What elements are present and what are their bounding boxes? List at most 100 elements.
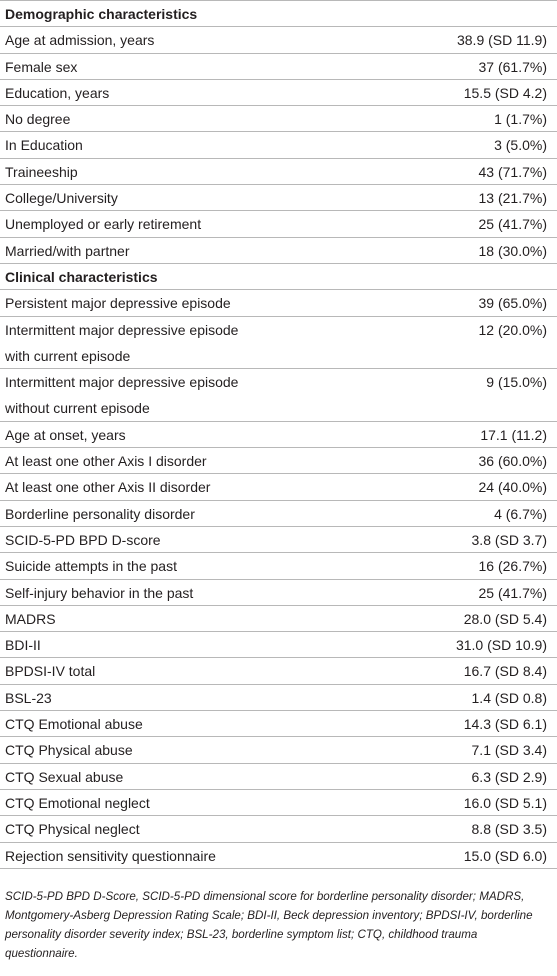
- row-label-line: Traineeship: [5, 163, 78, 180]
- row-label-line: Female sex: [5, 58, 78, 75]
- row-label: Intermittent major depressive episode wit…: [5, 369, 238, 422]
- row-label-line: CTQ Sexual abuse: [5, 768, 124, 785]
- row-value: 24 (40.0%): [478, 479, 547, 496]
- row-label: At least one other Axis I disorder: [5, 453, 207, 469]
- row-label: Education, years: [5, 85, 109, 101]
- table-row: CTQ Emotional abuse 14.3 (SD 6.1): [0, 711, 557, 738]
- row-value: 7.1 (SD 3.4): [471, 742, 547, 759]
- table-row: CTQ Physical abuse 7.1 (SD 3.4): [0, 737, 557, 764]
- row-value: 28.0 (SD 5.4): [463, 610, 547, 627]
- table-row: Education, years 15.5 (SD 4.2): [0, 80, 557, 107]
- row-label: No degree: [5, 111, 70, 127]
- table-row: Persistent major depressive episode 39 (6…: [0, 290, 557, 317]
- row-label-line: Age at admission, years: [5, 32, 155, 49]
- table-row: BPDSI-IV total 16.7 (SD 8.4): [0, 658, 557, 685]
- row-label: CTQ Sexual abuse: [5, 769, 123, 785]
- table-row: At least one other Axis II disorder 24 (4…: [0, 474, 557, 501]
- table-row: Suicide attempts in the past 16 (26.7%): [0, 553, 557, 580]
- row-label: SCID-5-PD BPD D-score: [5, 532, 161, 548]
- row-value: 3 (5.0%): [494, 137, 547, 154]
- table-row: BDI-II 31.0 (SD 10.9): [0, 632, 557, 659]
- row-value: 18 (30.0%): [478, 242, 547, 259]
- row-label-line: CTQ Emotional neglect: [5, 794, 150, 811]
- row-label-line: Married/with partner: [5, 242, 130, 259]
- table-row: Married/with partner 18 (30.0%): [0, 238, 557, 264]
- row-label: BSL-23: [5, 690, 52, 706]
- table-row: CTQ Sexual abuse 6.3 (SD 2.9): [0, 764, 557, 790]
- row-value: 8.8 (SD 3.5): [471, 821, 547, 838]
- row-label: MADRS: [5, 611, 56, 627]
- table-row: Age at admission, years 38.9 (SD 11.9): [0, 27, 557, 54]
- table-row: Female sex 37 (61.7%): [0, 54, 557, 80]
- section-title: Demographic characteristics: [5, 6, 198, 22]
- row-label-line: Self-injury behavior in the past: [5, 584, 194, 601]
- row-label-line: Persistent major depressive episode: [5, 295, 231, 312]
- row-label-line: Borderline personality disorder: [5, 505, 195, 522]
- row-value: 16 (26.7%): [478, 558, 547, 575]
- table-row: In Education 3 (5.0%): [0, 132, 557, 159]
- row-label-line: BSL-23: [5, 689, 52, 706]
- table-row: Unemployed or early retirement 25 (41.7%): [0, 211, 557, 238]
- row-label: Unemployed or early retirement: [5, 216, 201, 232]
- table-row: Intermittent major depressive episode wit…: [0, 317, 557, 370]
- table-footnote: SCID-5-PD BPD D-Score, SCID-5-PD dimensi…: [5, 890, 533, 960]
- row-value: 1.4 (SD 0.8): [471, 689, 547, 706]
- table-row: BSL-23 1.4 (SD 0.8): [0, 685, 557, 712]
- row-label: In Education: [5, 137, 83, 153]
- row-label-line: At least one other Axis II disorder: [5, 479, 211, 496]
- row-label: Persistent major depressive episode: [5, 295, 231, 311]
- row-label-line: No degree: [5, 111, 71, 128]
- row-label: CTQ Physical abuse: [5, 742, 133, 758]
- row-label: Traineeship: [5, 164, 78, 180]
- row-label: Female sex: [5, 59, 77, 75]
- row-label-line: Suicide attempts in the past: [5, 558, 177, 575]
- row-value: 17.1 (11.2): [480, 426, 547, 443]
- table-row: MADRS 28.0 (SD 5.4): [0, 606, 557, 633]
- row-value: 13 (21.7%): [478, 190, 547, 207]
- row-label: Age at onset, years: [5, 427, 126, 443]
- row-value: 16.0 (SD 5.1): [463, 794, 547, 811]
- row-label-line: with current episode: [5, 347, 131, 364]
- row-label: CTQ Physical neglect: [5, 821, 140, 837]
- characteristics-table: Demographic characteristics Age at admiss…: [0, 0, 557, 869]
- row-label-line: CTQ Physical neglect: [5, 821, 140, 838]
- row-value: 3.8 (SD 3.7): [471, 531, 547, 548]
- table-row: Rejection sensitivity questionnaire 15.0 …: [0, 843, 557, 869]
- table-row: CTQ Physical neglect 8.8 (SD 3.5): [0, 816, 557, 843]
- row-value: 15.5 (SD 4.2): [463, 84, 547, 101]
- row-label: Married/with partner: [5, 243, 130, 259]
- row-label-line: Intermittent major depressive episode: [5, 321, 239, 338]
- table-row: CTQ Emotional neglect 16.0 (SD 5.1): [0, 790, 557, 817]
- row-label: Rejection sensitivity questionnaire: [5, 848, 216, 864]
- row-label-line: Intermittent major depressive episode: [5, 374, 239, 391]
- row-label: CTQ Emotional abuse: [5, 716, 143, 732]
- row-label-line: CTQ Emotional abuse: [5, 716, 143, 733]
- row-label-line: College/University: [5, 190, 118, 207]
- row-label: CTQ Emotional neglect: [5, 795, 150, 811]
- row-label-line: without current episode: [5, 400, 150, 417]
- row-value: 25 (41.7%): [478, 216, 547, 233]
- row-value: 39 (65.0%): [478, 295, 547, 312]
- row-label: BPDSI-IV total: [5, 663, 95, 679]
- row-label-line: Education, years: [5, 84, 110, 101]
- row-label: At least one other Axis II disorder: [5, 479, 210, 495]
- table-row: No degree 1 (1.7%): [0, 106, 557, 133]
- row-value: 12 (20.0%): [478, 321, 547, 338]
- row-label-line: Age at onset, years: [5, 426, 126, 443]
- row-value: 15.0 (SD 6.0): [463, 847, 547, 864]
- section-header: Clinical characteristics: [0, 264, 557, 291]
- row-label-line: In Education: [5, 137, 83, 154]
- row-value: 25 (41.7%): [478, 584, 547, 601]
- table-row: Intermittent major depressive episode wit…: [0, 369, 557, 422]
- row-label-line: BPDSI-IV total: [5, 663, 96, 680]
- row-label-line: Unemployed or early retirement: [5, 216, 202, 233]
- row-value: 37 (61.7%): [478, 58, 547, 75]
- row-value: 31.0 (SD 10.9): [455, 637, 547, 654]
- table-row: Self-injury behavior in the past 25 (41.7…: [0, 580, 557, 606]
- row-label: Borderline personality disorder: [5, 506, 195, 522]
- table-row: Traineeship 43 (71.7%): [0, 159, 557, 186]
- table-row: Age at onset, years 17.1 (11.2): [0, 422, 557, 449]
- row-label: Suicide attempts in the past: [5, 558, 177, 574]
- row-label: Age at admission, years: [5, 32, 154, 48]
